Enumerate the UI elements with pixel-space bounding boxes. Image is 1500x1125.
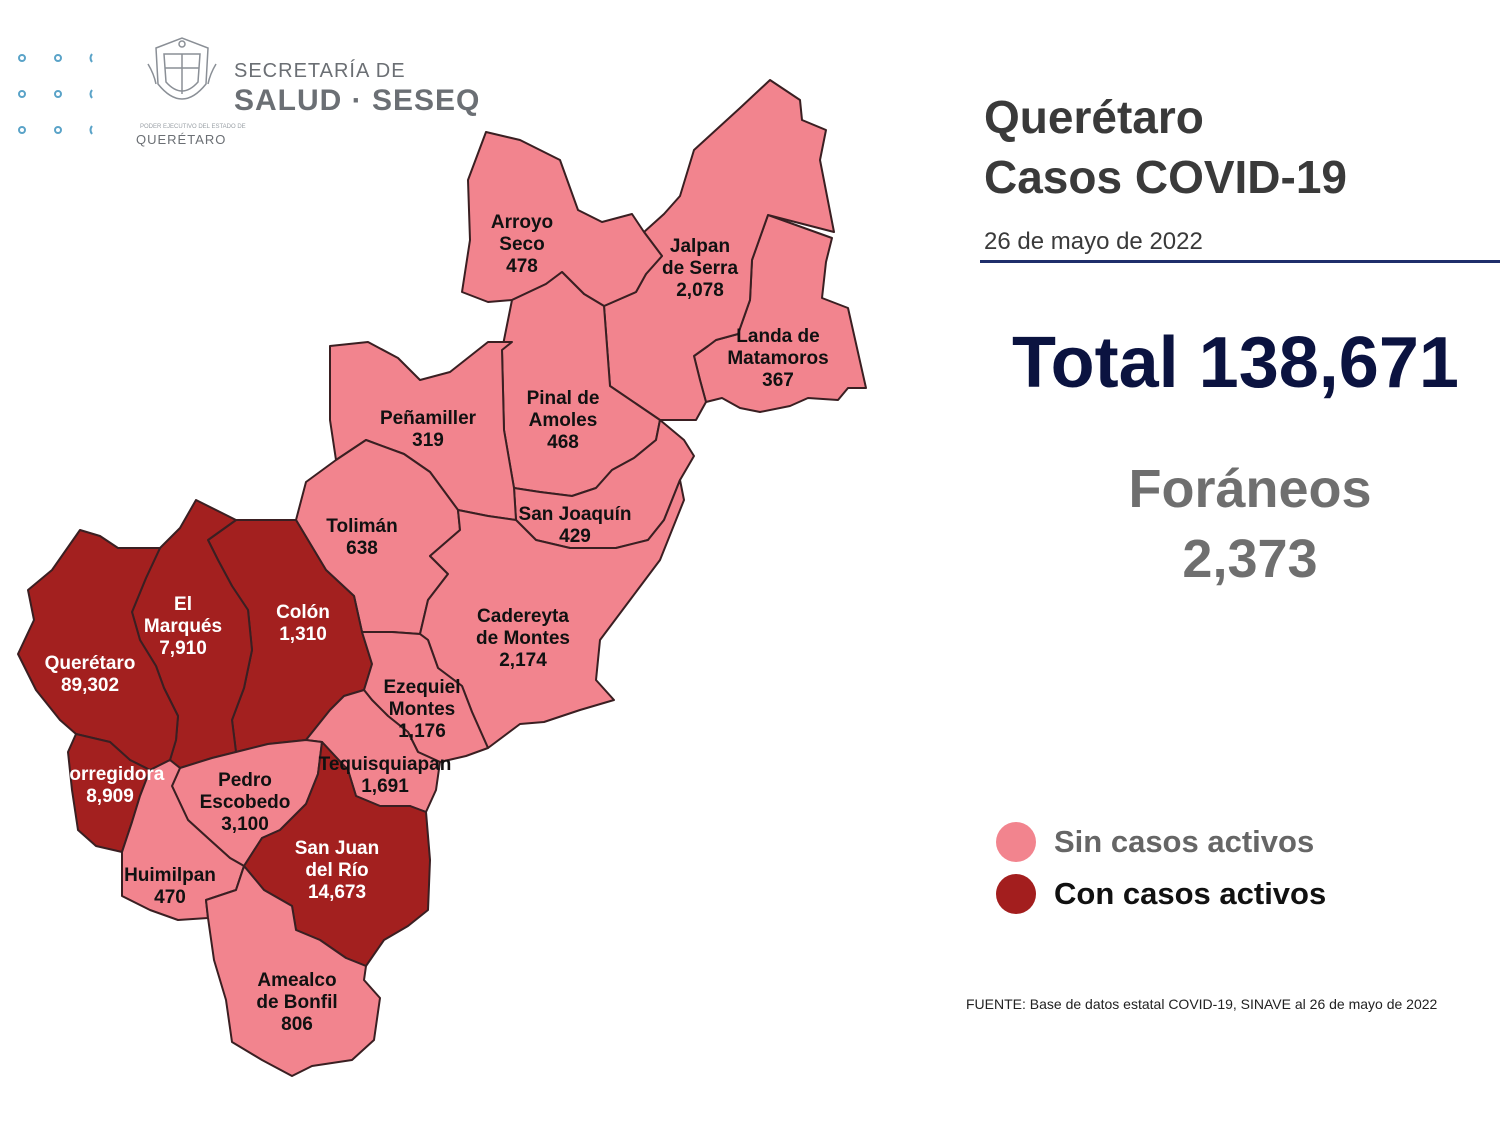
legend-label-inactive: Sin casos activos: [1054, 824, 1315, 859]
cases-san-juan-del-rio: 14,673: [308, 882, 366, 903]
name-pinal-de-amoles: Pinal de: [527, 388, 600, 409]
label-pedro-escobedo: Pedro Escobedo 3,100: [200, 770, 291, 835]
label-colon: Colón 1,310: [276, 602, 330, 645]
name-ezequiel-montes: Montes: [389, 699, 456, 720]
cases-el-marques: 7,910: [159, 638, 207, 659]
label-landa-de-matamoros: Landa de Matamoros 367: [727, 326, 828, 391]
name-arroyo-seco: Seco: [499, 234, 544, 255]
seal-small-text: PODER EJECUTIVO DEL ESTADO DE: [140, 124, 246, 130]
total-cases: Total 138,671: [1012, 323, 1459, 403]
name-pedro-escobedo: Pedro: [218, 770, 272, 791]
name-colon: Colón: [276, 602, 330, 623]
legend-swatch-inactive: [996, 822, 1036, 862]
name-corregidora: Corregidora: [56, 764, 165, 785]
state-coat-of-arms-icon: [147, 37, 217, 100]
name-landa-de-matamoros: Matamoros: [727, 348, 828, 369]
legend-item-active: Con casos activos: [996, 872, 1326, 916]
name-jalpan-de-serra: de Serra: [662, 258, 738, 279]
name-ezequiel-montes: Ezequiel: [383, 677, 460, 698]
label-cadereyta-de-montes: Cadereyta de Montes 2,174: [476, 606, 570, 671]
cases-san-joaquin: 429: [559, 526, 591, 547]
name-landa-de-matamoros: Landa de: [736, 326, 819, 347]
label-jalpan-de-serra: Jalpan de Serra 2,078: [662, 236, 738, 301]
page-title-line-1: Querétaro: [984, 91, 1204, 143]
cases-ezequiel-montes: 1,176: [398, 721, 446, 742]
municipality-amealco-de-bonfil[interactable]: [205, 865, 381, 1077]
cases-arroyo-seco: 478: [506, 256, 538, 277]
name-amealco-de-bonfil: de Bonfil: [256, 992, 337, 1013]
seseq-dots-logo-icon: [18, 53, 93, 135]
municipality-cadereyta-de-montes[interactable]: [419, 479, 685, 749]
name-cadereyta-de-montes: de Montes: [476, 628, 570, 649]
name-arroyo-seco: Arroyo: [491, 212, 553, 233]
name-pinal-de-amoles: Amoles: [529, 410, 598, 431]
cases-penamiller: 319: [412, 430, 444, 451]
cases-landa-de-matamoros: 367: [762, 370, 794, 391]
cases-tequisquiapan: 1,691: [361, 776, 409, 797]
cases-pedro-escobedo: 3,100: [221, 814, 269, 835]
name-pedro-escobedo: Escobedo: [200, 792, 291, 813]
cases-cadereyta-de-montes: 2,174: [499, 650, 547, 671]
name-queretaro: Querétaro: [45, 653, 136, 674]
cases-pinal-de-amoles: 468: [547, 432, 579, 453]
label-corregidora: Corregidora 8,909: [56, 764, 165, 807]
legend-item-inactive: Sin casos activos: [996, 820, 1314, 864]
name-penamiller: Peñamiller: [380, 408, 477, 429]
municipality-san-juan-del-rio[interactable]: [243, 741, 431, 967]
cases-huimilpan: 470: [154, 887, 186, 908]
org-line-1: SECRETARÍA DE: [234, 60, 406, 82]
label-tequisquiapan: Tequisquiapan 1,691: [319, 754, 452, 797]
name-el-marques: El: [174, 594, 192, 615]
foraneos-label: Foráneos: [1128, 459, 1372, 519]
label-san-joaquin: San Joaquín 429: [519, 504, 632, 547]
label-arroyo-seco: Arroyo Seco 478: [491, 212, 553, 277]
municipality-jalpan-de-serra[interactable]: [603, 79, 835, 421]
label-queretaro: Querétaro 89,302: [45, 653, 136, 696]
queretaro-municipal-map: Arroyo Seco 478 Jalpan de Serra 2,078 Landa de…: [17, 79, 867, 1077]
label-pinal-de-amoles: Pinal de Amoles 468: [527, 388, 600, 453]
label-huimilpan: Huimilpan 470: [124, 865, 216, 908]
cases-colon: 1,310: [279, 624, 327, 645]
name-toliman: Tolimán: [326, 516, 397, 537]
report-date: 26 de mayo de 2022: [984, 228, 1203, 255]
foraneos-value: 2,373: [1182, 529, 1318, 589]
name-huimilpan: Huimilpan: [124, 865, 216, 886]
label-toliman: Tolimán 638: [326, 516, 397, 559]
data-source-note: FUENTE: Base de datos estatal COVID-19, …: [966, 996, 1438, 1012]
name-jalpan-de-serra: Jalpan: [670, 236, 730, 257]
org-line-2: SALUD · SESEQ: [234, 84, 481, 117]
cases-toliman: 638: [346, 538, 378, 559]
label-el-marques: El Marqués 7,910: [144, 594, 222, 659]
municipality-arroyo-seco[interactable]: [461, 131, 663, 307]
label-penamiller: Peñamiller 319: [380, 408, 477, 451]
name-amealco-de-bonfil: Amealco: [257, 970, 336, 991]
cases-corregidora: 8,909: [86, 786, 134, 807]
page-title-line-2: Casos COVID-19: [984, 151, 1348, 203]
legend-label-active: Con casos activos: [1054, 876, 1327, 911]
label-amealco-de-bonfil: Amealco de Bonfil 806: [256, 970, 337, 1035]
name-san-joaquin: San Joaquín: [519, 504, 632, 525]
label-ezequiel-montes: Ezequiel Montes 1,176: [383, 677, 460, 742]
seal-caption: QUERÉTARO: [136, 132, 227, 147]
cases-queretaro: 89,302: [61, 675, 119, 696]
cases-jalpan-de-serra: 2,078: [676, 280, 724, 301]
name-el-marques: Marqués: [144, 616, 222, 637]
name-cadereyta-de-montes: Cadereyta: [477, 606, 569, 627]
name-tequisquiapan: Tequisquiapan: [319, 754, 452, 775]
label-san-juan-del-rio: San Juan del Río 14,673: [295, 838, 379, 903]
name-san-juan-del-rio: del Río: [305, 860, 368, 881]
legend-swatch-active: [996, 874, 1036, 914]
title-divider: [980, 260, 1500, 263]
cases-amealco-de-bonfil: 806: [281, 1014, 313, 1035]
name-san-juan-del-rio: San Juan: [295, 838, 379, 859]
